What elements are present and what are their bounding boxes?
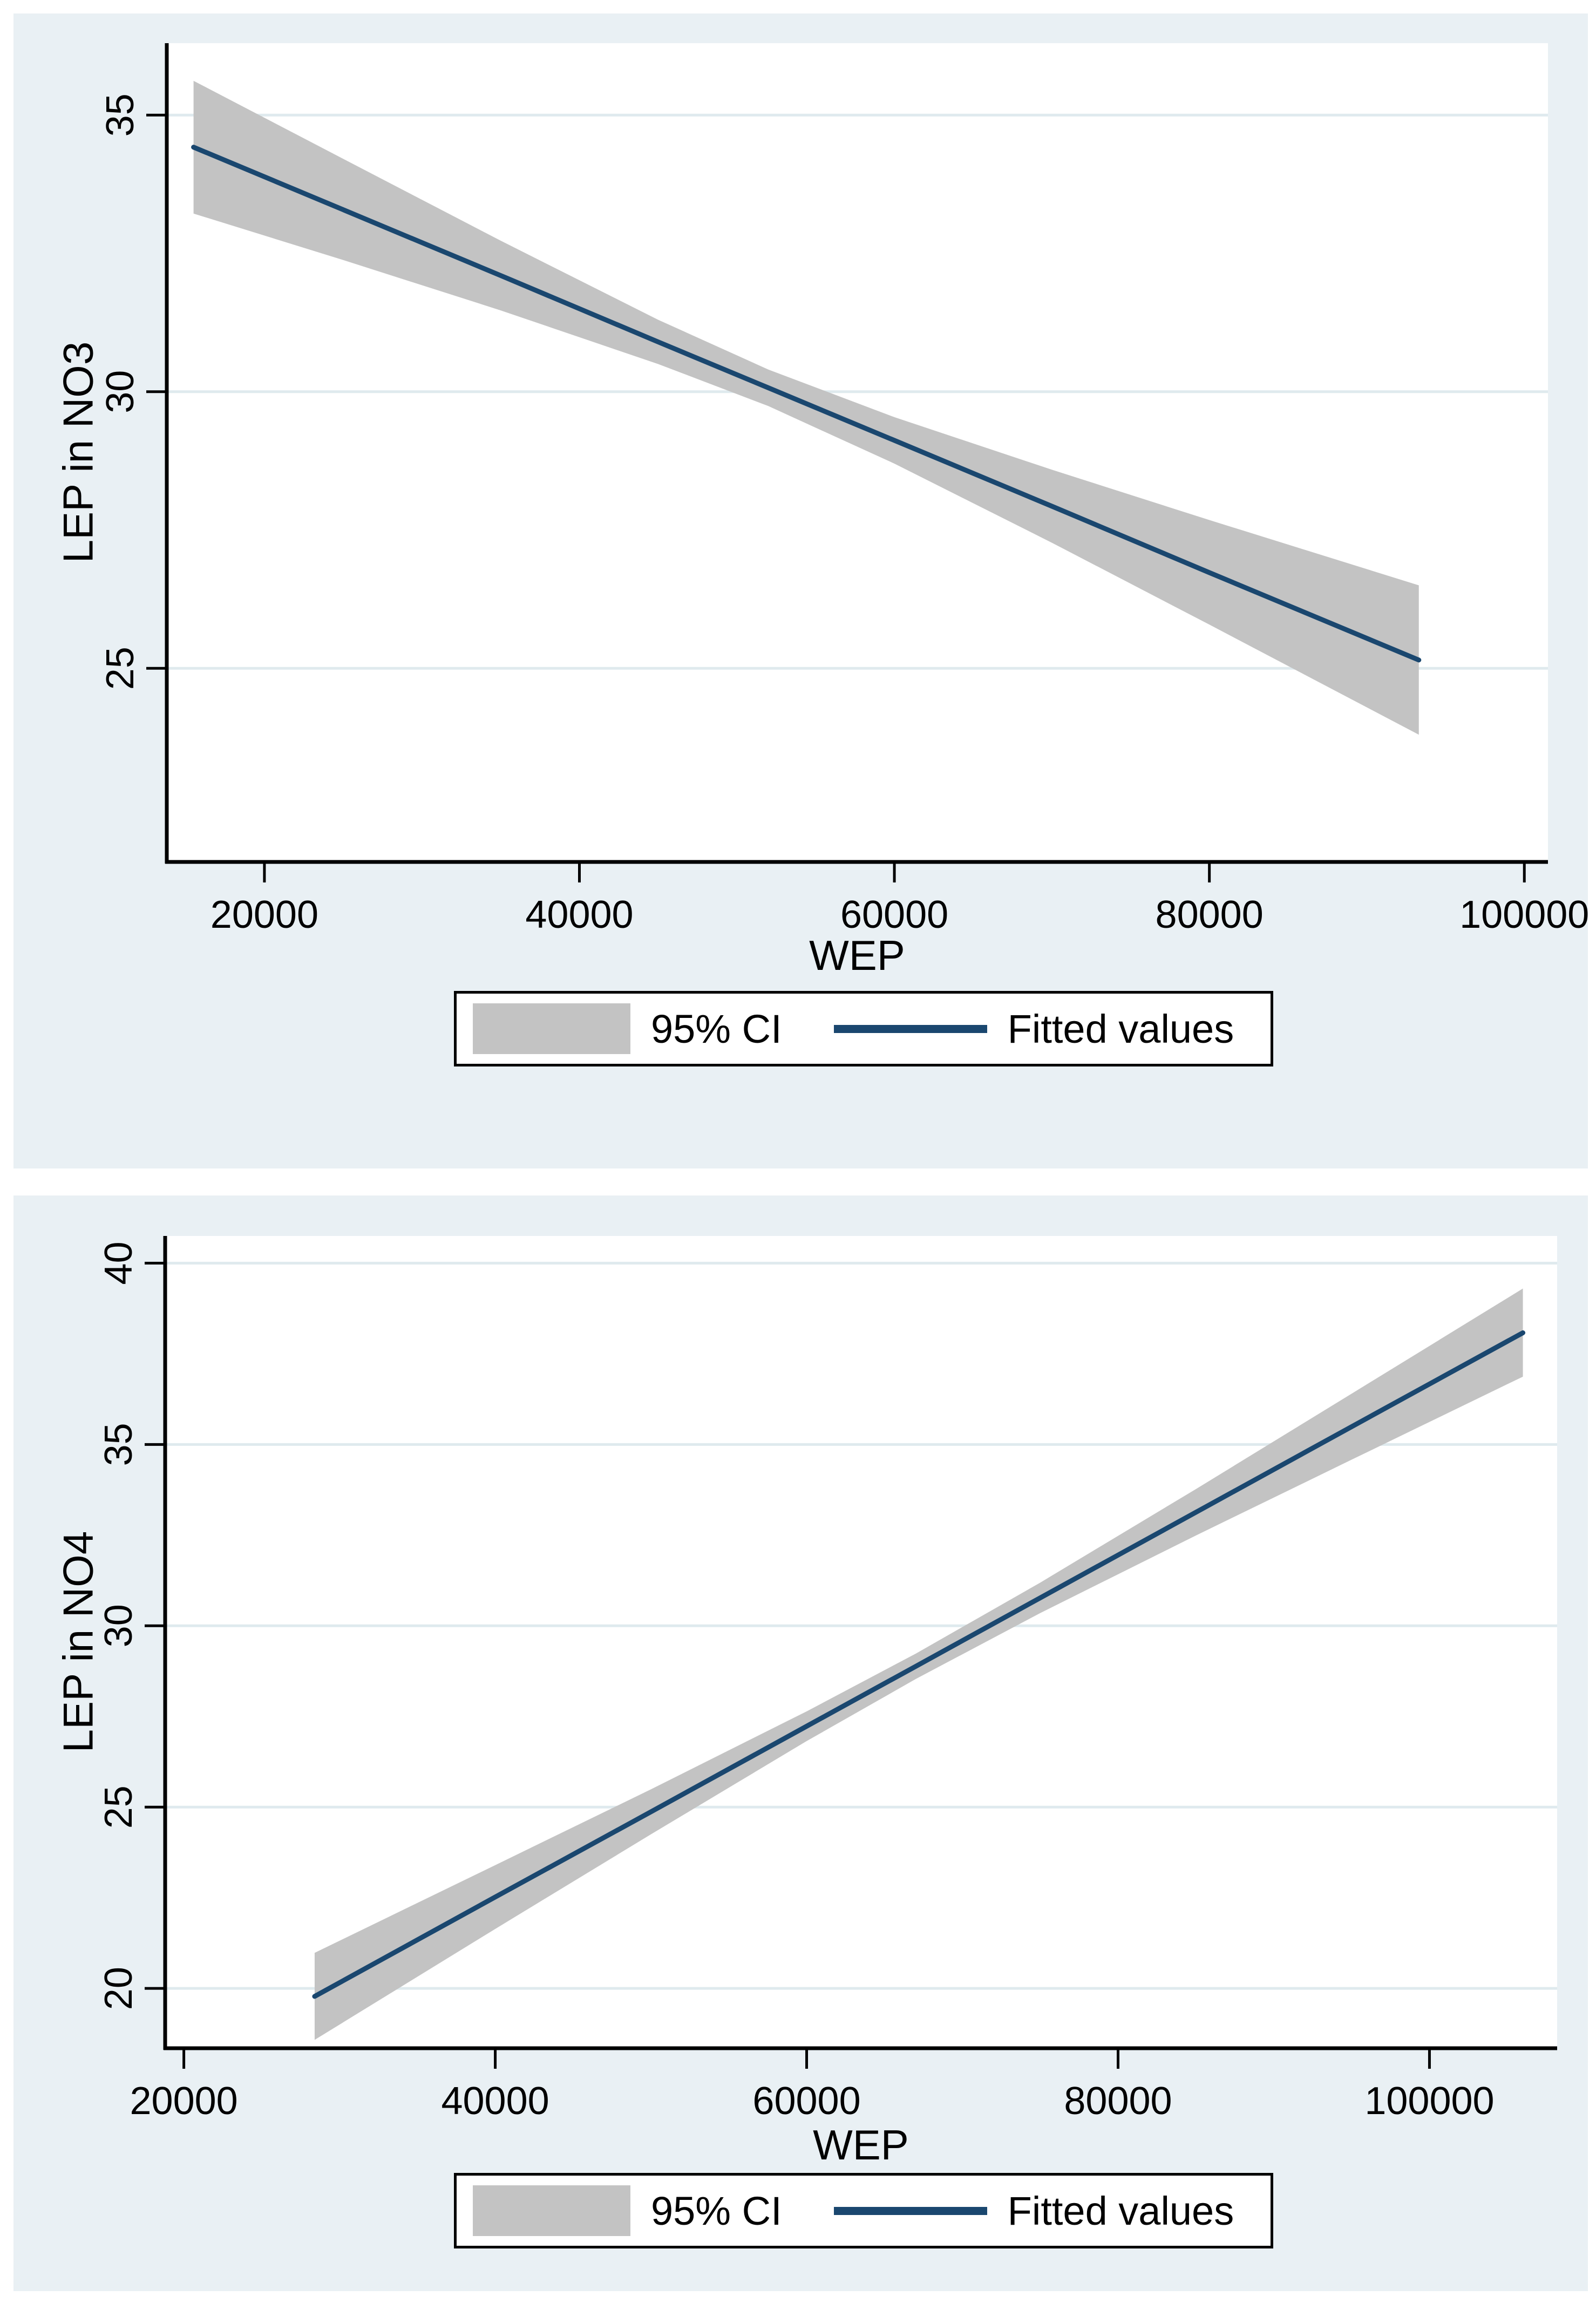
legend-ci-label: 95% CI xyxy=(651,1006,782,1051)
x-tick-label: 40000 xyxy=(525,893,633,936)
legend-fitted-label: Fitted values xyxy=(1007,2188,1234,2233)
y-tick-label: 30 xyxy=(99,370,142,413)
fitted-line-swatch-icon xyxy=(833,2206,987,2215)
x-tick-label: 100000 xyxy=(1459,893,1588,936)
ci-band-swatch-icon xyxy=(473,2185,630,2236)
fitted-line-swatch-icon xyxy=(833,1024,987,1033)
legend: 95% CI Fitted values xyxy=(454,2173,1273,2248)
legend-fitted-label: Fitted values xyxy=(1007,1006,1234,1051)
y-axis-title: LEP in NO4 xyxy=(54,1531,102,1753)
chart-lep-no4: 20000 40000 60000 80000 100000 20 25 30 35 40 LEP… xyxy=(13,1195,1588,2291)
chart-lep-no3: 20000 40000 60000 80000 100000 25 30 35 LEP in … xyxy=(13,13,1588,1168)
legend-ci-label: 95% CI xyxy=(651,2188,782,2233)
legend: 95% CI Fitted values xyxy=(454,991,1273,1066)
x-tick-label: 40000 xyxy=(441,2080,549,2123)
y-tick-label: 20 xyxy=(97,1967,140,2010)
ci-band-swatch-icon xyxy=(473,1003,630,1054)
plot-area xyxy=(167,43,1548,862)
y-tick-label: 25 xyxy=(99,647,142,690)
y-tick-label: 35 xyxy=(97,1423,140,1466)
x-axis-title: WEP xyxy=(809,932,905,979)
x-tick-label: 20000 xyxy=(210,893,318,936)
fitted-line xyxy=(312,1330,1526,1999)
plot-canvas-no3: 20000 40000 60000 80000 100000 25 30 35 xyxy=(99,43,1588,936)
y-tick-label: 30 xyxy=(97,1604,140,1647)
y-tick-label: 35 xyxy=(99,93,142,137)
x-tick-label: 20000 xyxy=(130,2080,238,2123)
y-tick-label: 25 xyxy=(97,1785,140,1829)
plot-canvas-no4: 20000 40000 60000 80000 100000 20 25 30 35 40 xyxy=(97,1236,1557,2123)
x-axis-title: WEP xyxy=(813,2121,909,2169)
x-tick-label: 100000 xyxy=(1364,2080,1494,2123)
fitted-line xyxy=(191,145,1422,663)
y-axis-title: LEP in NO3 xyxy=(54,341,102,563)
y-tick-label: 40 xyxy=(97,1241,140,1285)
x-tick-label: 60000 xyxy=(840,893,948,936)
x-tick-label: 80000 xyxy=(1064,2080,1172,2123)
x-tick-label: 80000 xyxy=(1156,893,1264,936)
x-tick-label: 60000 xyxy=(752,2080,860,2123)
ci-band xyxy=(193,80,1419,735)
